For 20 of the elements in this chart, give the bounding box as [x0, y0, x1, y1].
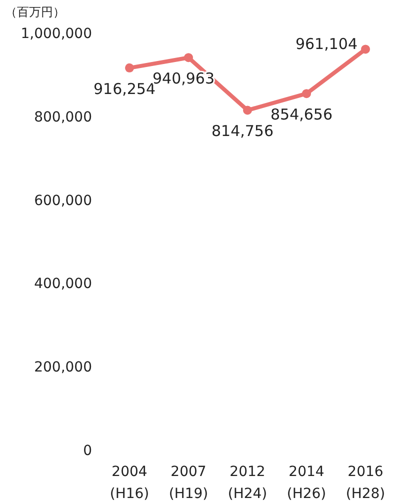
y-tick-label: 400,000 [34, 276, 92, 292]
x-tick-label: 2012 (H24) [228, 464, 268, 502]
x-tick-label: 2007 (H19) [168, 464, 208, 502]
point [125, 63, 134, 72]
y-tick-label: 200,000 [34, 360, 92, 376]
y-tick-label: 800,000 [34, 109, 92, 126]
point [302, 89, 311, 98]
x-tick-label: 2014 (H26) [286, 464, 326, 502]
y-axis-title: （百万円） [5, 5, 65, 19]
x-tick-label: 2016 (H28) [346, 464, 386, 502]
data-label: 961,104 [295, 35, 358, 54]
point [361, 44, 370, 54]
x-tick-label: 2004 (H16) [110, 464, 150, 502]
y-tick-label: 1,000,000 [20, 26, 92, 42]
data-label: 814,756 [211, 122, 274, 140]
y-tick-label: 600,000 [34, 192, 92, 209]
y-tick-label: 0 [83, 443, 92, 459]
data-label: 854,656 [270, 106, 333, 124]
point [184, 53, 193, 62]
point [243, 106, 252, 115]
